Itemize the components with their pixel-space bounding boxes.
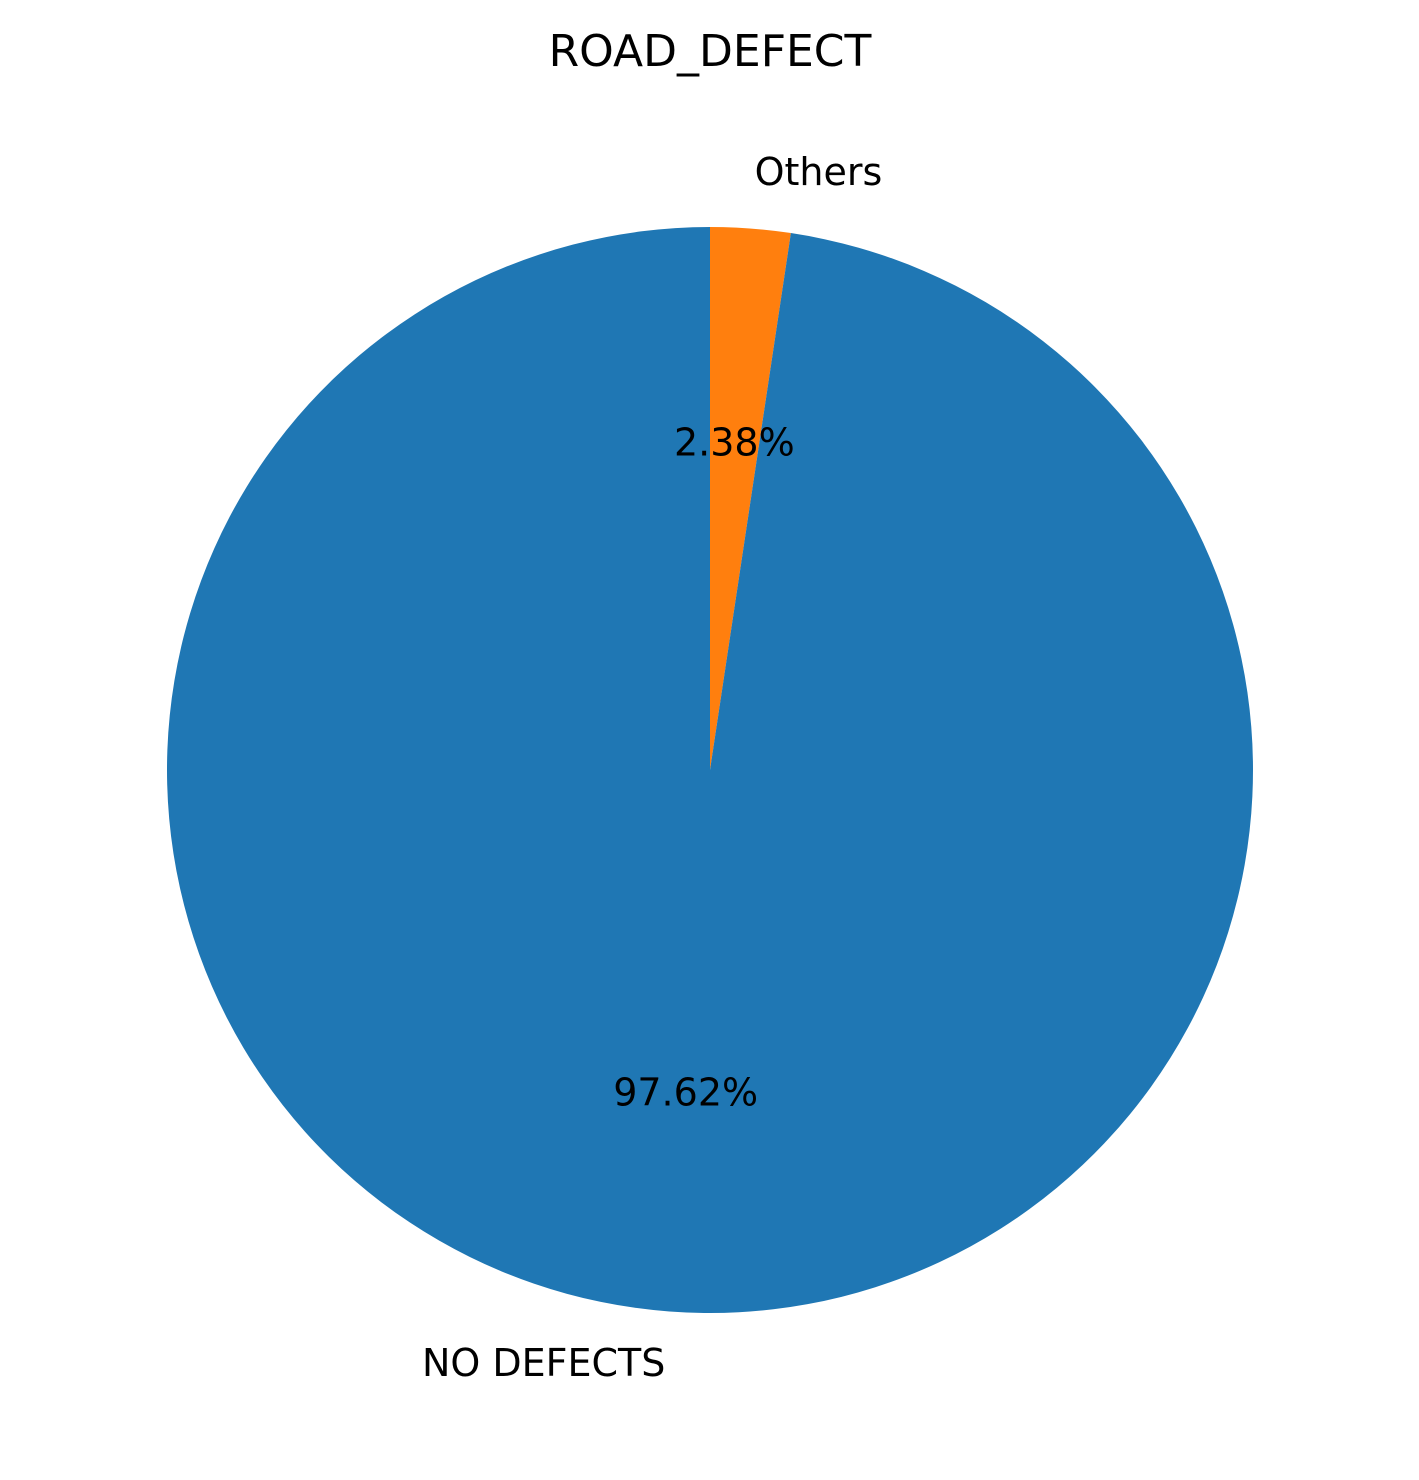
slice-label: NO DEFECTS (422, 1341, 665, 1385)
pie-slice-others (710, 227, 791, 770)
slice-percent-label: 97.62% (613, 1070, 758, 1114)
pie-slice-no-defects (167, 227, 1253, 1313)
chart-title: ROAD_DEFECT (549, 26, 872, 77)
slice-percent-label: 2.38% (674, 421, 795, 465)
slice-label: Others (755, 150, 883, 194)
pie-labels: Others 2.38% NO DEFECTS 97.62% (422, 150, 882, 1385)
pie-slices (167, 227, 1253, 1313)
